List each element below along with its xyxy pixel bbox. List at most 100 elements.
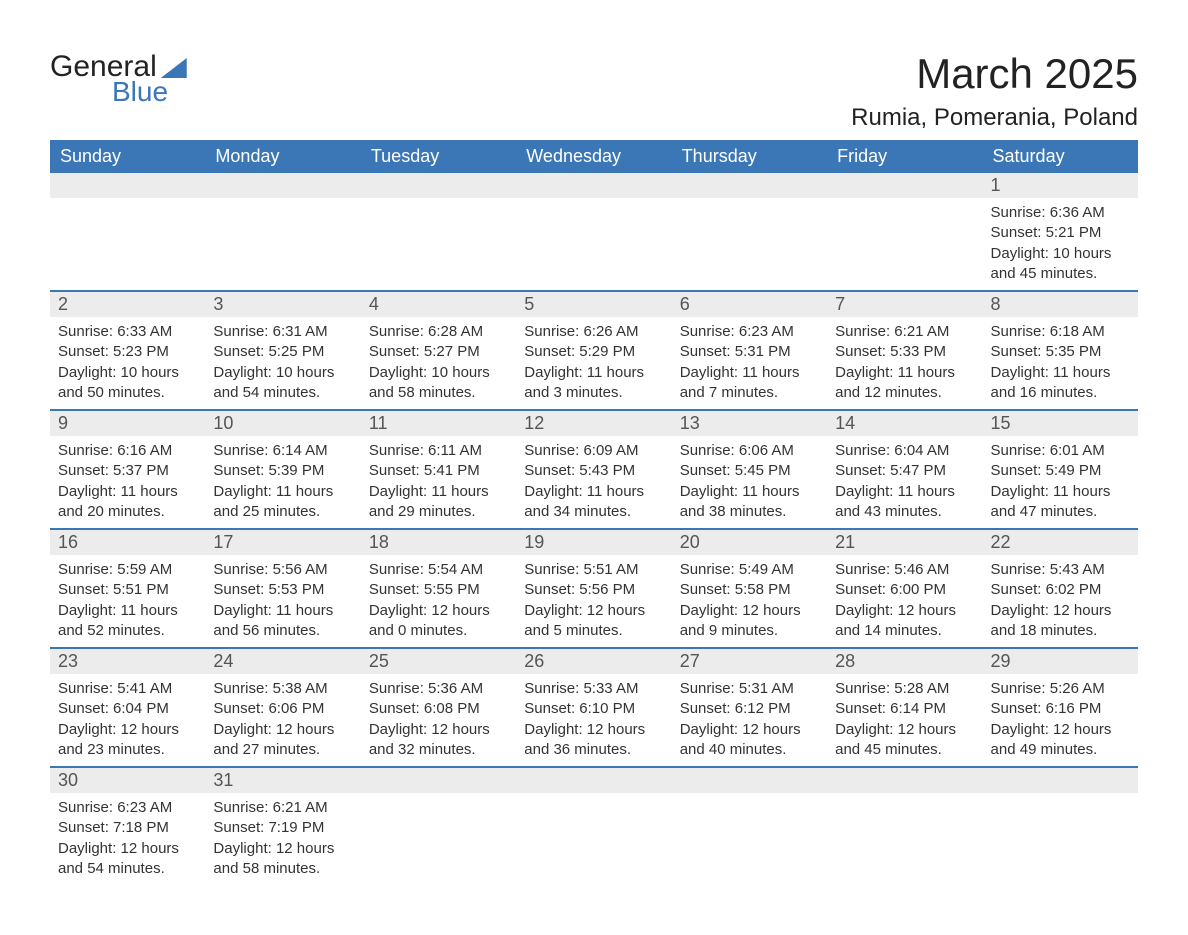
calendar-week: 23Sunrise: 5:41 AMSunset: 6:04 PMDayligh…	[50, 648, 1138, 767]
sunrise-text: Sunrise: 5:46 AM	[835, 560, 974, 580]
sunrise-text: Sunrise: 6:23 AM	[680, 322, 819, 342]
day-number	[516, 768, 671, 794]
day-details: Sunrise: 6:23 AMSunset: 5:31 PMDaylight:…	[672, 318, 827, 409]
calendar-cell	[827, 767, 982, 885]
calendar-week: 1Sunrise: 6:36 AMSunset: 5:21 PMDaylight…	[50, 173, 1138, 291]
day-number: 6	[672, 292, 827, 318]
day-details: Sunrise: 5:28 AMSunset: 6:14 PMDaylight:…	[827, 675, 982, 766]
sunset-text: Sunset: 7:19 PM	[213, 818, 352, 838]
day-number	[672, 768, 827, 794]
day-number: 21	[827, 530, 982, 556]
daylight-text: Daylight: 12 hours and 49 minutes.	[991, 720, 1130, 761]
day-details: Sunrise: 6:09 AMSunset: 5:43 PMDaylight:…	[516, 437, 671, 528]
calendar-cell: 21Sunrise: 5:46 AMSunset: 6:00 PMDayligh…	[827, 529, 982, 648]
calendar-week: 2Sunrise: 6:33 AMSunset: 5:23 PMDaylight…	[50, 291, 1138, 410]
calendar-cell: 15Sunrise: 6:01 AMSunset: 5:49 PMDayligh…	[983, 410, 1138, 529]
sunset-text: Sunset: 5:31 PM	[680, 342, 819, 362]
sunrise-text: Sunrise: 6:11 AM	[369, 441, 508, 461]
day-number	[983, 768, 1138, 794]
sunset-text: Sunset: 5:27 PM	[369, 342, 508, 362]
day-number: 12	[516, 411, 671, 437]
day-number: 23	[50, 649, 205, 675]
daylight-text: Daylight: 12 hours and 54 minutes.	[58, 839, 197, 880]
day-number: 5	[516, 292, 671, 318]
col-tuesday: Tuesday	[361, 140, 516, 173]
logo-word-blue: Blue	[112, 76, 168, 108]
daylight-text: Daylight: 10 hours and 50 minutes.	[58, 363, 197, 404]
day-number: 29	[983, 649, 1138, 675]
day-details: Sunrise: 5:33 AMSunset: 6:10 PMDaylight:…	[516, 675, 671, 766]
sunrise-text: Sunrise: 6:33 AM	[58, 322, 197, 342]
day-number: 30	[50, 768, 205, 794]
sunrise-text: Sunrise: 6:18 AM	[991, 322, 1130, 342]
sunrise-text: Sunrise: 5:43 AM	[991, 560, 1130, 580]
day-number: 10	[205, 411, 360, 437]
calendar-cell: 20Sunrise: 5:49 AMSunset: 5:58 PMDayligh…	[672, 529, 827, 648]
day-number: 18	[361, 530, 516, 556]
calendar-cell	[50, 173, 205, 291]
daylight-text: Daylight: 12 hours and 14 minutes.	[835, 601, 974, 642]
daylight-text: Daylight: 12 hours and 36 minutes.	[524, 720, 663, 761]
day-details: Sunrise: 6:26 AMSunset: 5:29 PMDaylight:…	[516, 318, 671, 409]
day-number: 14	[827, 411, 982, 437]
day-details: Sunrise: 6:21 AMSunset: 5:33 PMDaylight:…	[827, 318, 982, 409]
sunset-text: Sunset: 5:29 PM	[524, 342, 663, 362]
day-details: Sunrise: 6:16 AMSunset: 5:37 PMDaylight:…	[50, 437, 205, 528]
calendar-cell: 28Sunrise: 5:28 AMSunset: 6:14 PMDayligh…	[827, 648, 982, 767]
day-number: 22	[983, 530, 1138, 556]
calendar-cell: 14Sunrise: 6:04 AMSunset: 5:47 PMDayligh…	[827, 410, 982, 529]
sunset-text: Sunset: 6:06 PM	[213, 699, 352, 719]
day-details: Sunrise: 6:18 AMSunset: 5:35 PMDaylight:…	[983, 318, 1138, 409]
sunrise-text: Sunrise: 6:16 AM	[58, 441, 197, 461]
day-details: Sunrise: 5:59 AMSunset: 5:51 PMDaylight:…	[50, 556, 205, 647]
daylight-text: Daylight: 10 hours and 58 minutes.	[369, 363, 508, 404]
calendar-cell	[516, 767, 671, 885]
day-details: Sunrise: 6:04 AMSunset: 5:47 PMDaylight:…	[827, 437, 982, 528]
brand-logo: General Blue	[50, 50, 187, 108]
daylight-text: Daylight: 12 hours and 18 minutes.	[991, 601, 1130, 642]
day-details: Sunrise: 6:01 AMSunset: 5:49 PMDaylight:…	[983, 437, 1138, 528]
daylight-text: Daylight: 12 hours and 9 minutes.	[680, 601, 819, 642]
sunset-text: Sunset: 5:33 PM	[835, 342, 974, 362]
day-details: Sunrise: 5:26 AMSunset: 6:16 PMDaylight:…	[983, 675, 1138, 766]
day-details: Sunrise: 6:14 AMSunset: 5:39 PMDaylight:…	[205, 437, 360, 528]
calendar-cell: 30Sunrise: 6:23 AMSunset: 7:18 PMDayligh…	[50, 767, 205, 885]
sunrise-text: Sunrise: 5:26 AM	[991, 679, 1130, 699]
sunset-text: Sunset: 6:02 PM	[991, 580, 1130, 600]
day-number: 15	[983, 411, 1138, 437]
day-details: Sunrise: 6:11 AMSunset: 5:41 PMDaylight:…	[361, 437, 516, 528]
sunrise-text: Sunrise: 5:31 AM	[680, 679, 819, 699]
day-number: 1	[983, 173, 1138, 199]
sunrise-text: Sunrise: 6:28 AM	[369, 322, 508, 342]
col-friday: Friday	[827, 140, 982, 173]
daylight-text: Daylight: 12 hours and 27 minutes.	[213, 720, 352, 761]
day-details: Sunrise: 5:46 AMSunset: 6:00 PMDaylight:…	[827, 556, 982, 647]
day-details: Sunrise: 5:56 AMSunset: 5:53 PMDaylight:…	[205, 556, 360, 647]
calendar-cell	[205, 173, 360, 291]
day-details: Sunrise: 5:38 AMSunset: 6:06 PMDaylight:…	[205, 675, 360, 766]
daylight-text: Daylight: 12 hours and 32 minutes.	[369, 720, 508, 761]
daylight-text: Daylight: 12 hours and 45 minutes.	[835, 720, 974, 761]
day-number: 20	[672, 530, 827, 556]
day-details: Sunrise: 5:31 AMSunset: 6:12 PMDaylight:…	[672, 675, 827, 766]
calendar-cell: 8Sunrise: 6:18 AMSunset: 5:35 PMDaylight…	[983, 291, 1138, 410]
logo-sail-icon	[161, 58, 187, 78]
sunset-text: Sunset: 5:39 PM	[213, 461, 352, 481]
day-details: Sunrise: 5:36 AMSunset: 6:08 PMDaylight:…	[361, 675, 516, 766]
day-number: 27	[672, 649, 827, 675]
sunset-text: Sunset: 5:45 PM	[680, 461, 819, 481]
sunset-text: Sunset: 5:58 PM	[680, 580, 819, 600]
calendar-cell: 26Sunrise: 5:33 AMSunset: 6:10 PMDayligh…	[516, 648, 671, 767]
calendar-cell	[983, 767, 1138, 885]
day-number: 17	[205, 530, 360, 556]
sunset-text: Sunset: 6:08 PM	[369, 699, 508, 719]
daylight-text: Daylight: 11 hours and 29 minutes.	[369, 482, 508, 523]
sunset-text: Sunset: 5:23 PM	[58, 342, 197, 362]
sunrise-text: Sunrise: 5:41 AM	[58, 679, 197, 699]
day-number: 2	[50, 292, 205, 318]
day-details: Sunrise: 5:43 AMSunset: 6:02 PMDaylight:…	[983, 556, 1138, 647]
calendar-cell: 17Sunrise: 5:56 AMSunset: 5:53 PMDayligh…	[205, 529, 360, 648]
calendar-cell: 12Sunrise: 6:09 AMSunset: 5:43 PMDayligh…	[516, 410, 671, 529]
daylight-text: Daylight: 11 hours and 34 minutes.	[524, 482, 663, 523]
calendar-cell: 4Sunrise: 6:28 AMSunset: 5:27 PMDaylight…	[361, 291, 516, 410]
